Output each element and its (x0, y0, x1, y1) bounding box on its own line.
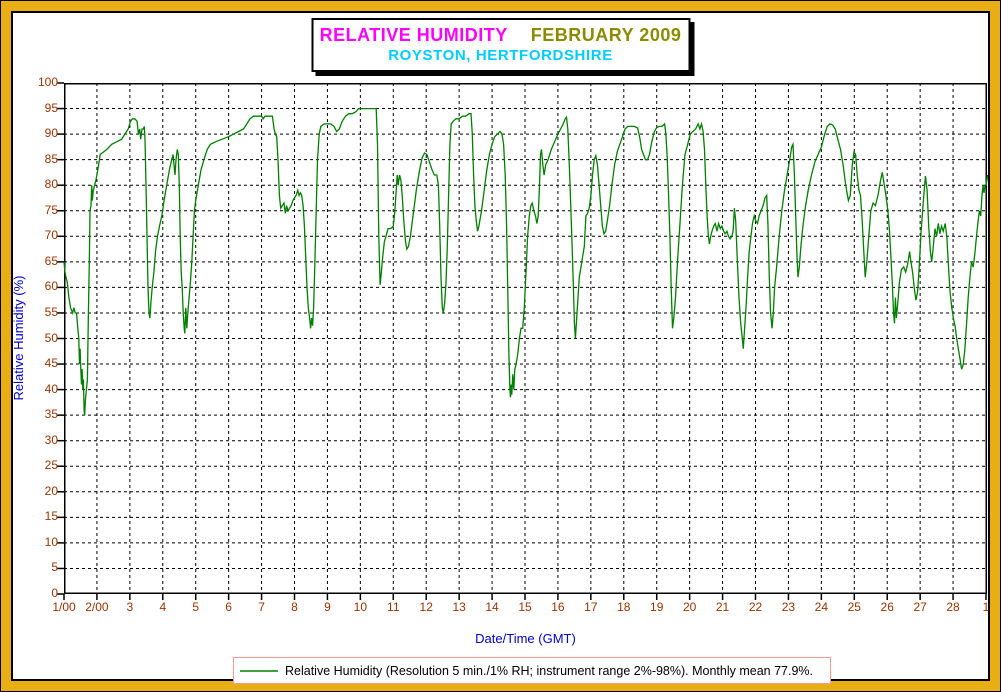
y-tick-label: 90 (44, 126, 58, 141)
chart-canvas (57, 82, 989, 600)
x-tick-label: 26 (880, 600, 894, 614)
x-tick-label: 11 (387, 600, 400, 614)
legend-line-sample (240, 669, 278, 672)
y-tick-label: 60 (44, 279, 58, 294)
legend-label: Relative Humidity (Resolution 5 min./1% … (285, 663, 814, 678)
y-tick-label: 30 (44, 432, 58, 447)
x-tick-label: 8 (291, 600, 298, 614)
x-tick-label: 7 (258, 600, 265, 614)
y-tick-label: 65 (44, 253, 58, 268)
x-tick-label: 10 (353, 600, 368, 614)
y-tick-label: 45 (44, 356, 58, 371)
x-tick-label: 28 (946, 600, 960, 614)
y-tick-label: 35 (44, 407, 58, 422)
chart-subtitle: ROYSTON, HERTFORDSHIRE (388, 47, 613, 64)
y-tick-label: 75 (44, 202, 58, 217)
y-tick-label: 100 (37, 75, 58, 89)
plot-area (57, 82, 989, 600)
x-tick-label: 6 (225, 600, 232, 614)
x-tick-label: 1/00 (52, 600, 76, 614)
chart-title-box: RELATIVE HUMIDITY FEBRUARY 2009 ROYSTON, … (311, 18, 690, 72)
x-tick-label: 23 (781, 600, 796, 614)
y-tick-label: 95 (44, 100, 58, 115)
x-tick-label: 17 (584, 600, 598, 614)
x-tick-label: 25 (847, 600, 861, 614)
x-tick-label: 13 (452, 600, 466, 614)
y-tick-label: 15 (44, 509, 58, 524)
chart-title: RELATIVE HUMIDITY (319, 25, 508, 45)
chart-title-line: RELATIVE HUMIDITY FEBRUARY 2009 (313, 25, 688, 46)
y-tick-label: 0 (51, 586, 58, 600)
y-tick-label: 25 (44, 458, 58, 473)
humidity-series-line (63, 107, 989, 416)
y-tick-label: 55 (44, 304, 58, 319)
x-tick-label: 1 (982, 600, 990, 614)
chart-title-month: FEBRUARY 2009 (530, 25, 682, 45)
x-tick-label: 5 (192, 600, 200, 614)
x-tick-label: 27 (913, 600, 927, 614)
x-tick-label: 9 (324, 600, 331, 614)
x-tick-label: 12 (419, 600, 433, 614)
x-tick-label: 4 (159, 600, 167, 614)
x-tick-label: 20 (682, 600, 697, 614)
x-tick-label: 3 (126, 600, 134, 614)
x-tick-label: 19 (650, 600, 664, 614)
y-tick-label: 50 (44, 330, 58, 345)
y-tick-label: 5 (51, 560, 58, 575)
y-axis-title: Relative Humidity (%) (11, 275, 26, 401)
y-tick-label: 85 (44, 151, 58, 166)
x-tick-label: 16 (551, 600, 565, 614)
y-tick-label: 80 (44, 177, 58, 192)
y-tick-label: 10 (44, 534, 58, 549)
legend: Relative Humidity (Resolution 5 min./1% … (233, 657, 831, 684)
x-tick-label: 14 (485, 600, 499, 614)
x-tick-label: 15 (518, 600, 532, 614)
x-tick-label: 24 (814, 600, 829, 614)
x-tick-label: 18 (617, 600, 631, 614)
x-tick-label: 21 (715, 600, 730, 614)
y-tick-label: 20 (44, 483, 58, 498)
x-tick-label: 22 (748, 600, 763, 614)
x-tick-label: 2/00 (85, 600, 109, 614)
y-tick-label: 70 (44, 228, 58, 243)
y-tick-label: 40 (44, 381, 58, 396)
x-axis-title: Date/Time (GMT) (475, 631, 576, 646)
